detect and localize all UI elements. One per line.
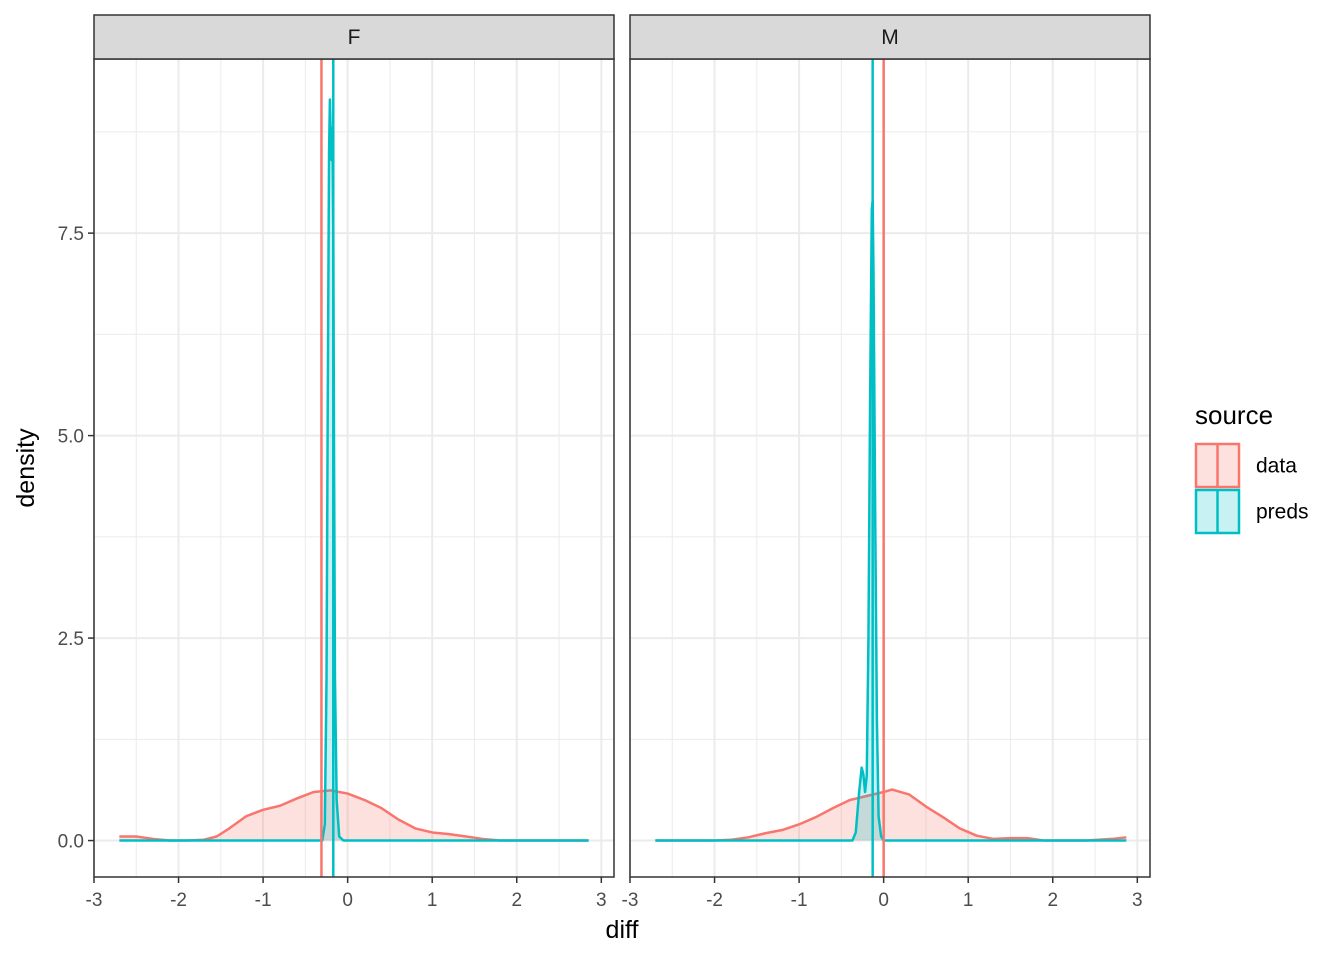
- panel-F: F -3 -2 -1 0 1 2 3 0.0 2.5 5.0 7.5: [58, 14, 615, 911]
- density-line-preds: [119, 98, 589, 842]
- panel-M: M -3 -2 -1 0 1 2 3: [622, 14, 1151, 911]
- y-tick-label: 5.0: [58, 427, 84, 448]
- x-tick-label: 1: [963, 890, 974, 911]
- y-tick-label: 2.5: [58, 629, 84, 650]
- legend-label-preds: preds: [1256, 501, 1309, 524]
- legend: source data preds: [1194, 400, 1309, 535]
- y-tick-label: 7.5: [58, 224, 84, 245]
- x-tick-label: 3: [596, 890, 607, 911]
- x-tick-label: 1: [427, 890, 438, 911]
- panels-layer: F -3 -2 -1 0 1 2 3 0.0 2.5 5.0 7.5 M -3 -2 -1 0 1 2 3: [58, 14, 1151, 911]
- strip-label: M: [881, 26, 899, 49]
- x-tick-label: 2: [511, 890, 522, 911]
- x-tick-label: 0: [878, 890, 889, 911]
- x-tick-label: -3: [622, 890, 639, 911]
- x-tick-label: -1: [791, 890, 808, 911]
- panel-background: [630, 59, 1150, 877]
- density-line-preds: [655, 199, 1127, 842]
- legend-label-data: data: [1256, 455, 1297, 478]
- strip-background: [629, 14, 1151, 60]
- strip-background: [93, 14, 615, 60]
- x-tick-label: 0: [342, 890, 353, 911]
- x-tick-label: -2: [706, 890, 723, 911]
- x-tick-label: -3: [86, 890, 103, 911]
- panel-background: [94, 59, 614, 877]
- legend-keys: data preds: [1194, 442, 1309, 535]
- strip-label: F: [348, 26, 361, 49]
- y-tick-label: 0.0: [58, 832, 84, 853]
- x-axis-title: diff: [606, 916, 639, 944]
- x-tick-label: -2: [170, 890, 187, 911]
- legend-title: source: [1195, 400, 1273, 430]
- density-area-data: [655, 789, 1127, 841]
- x-tick-label: 3: [1132, 890, 1143, 911]
- y-axis-title: density: [12, 428, 40, 508]
- density-area-data: [119, 790, 589, 841]
- x-tick-label: -1: [255, 890, 272, 911]
- x-tick-label: 2: [1047, 890, 1058, 911]
